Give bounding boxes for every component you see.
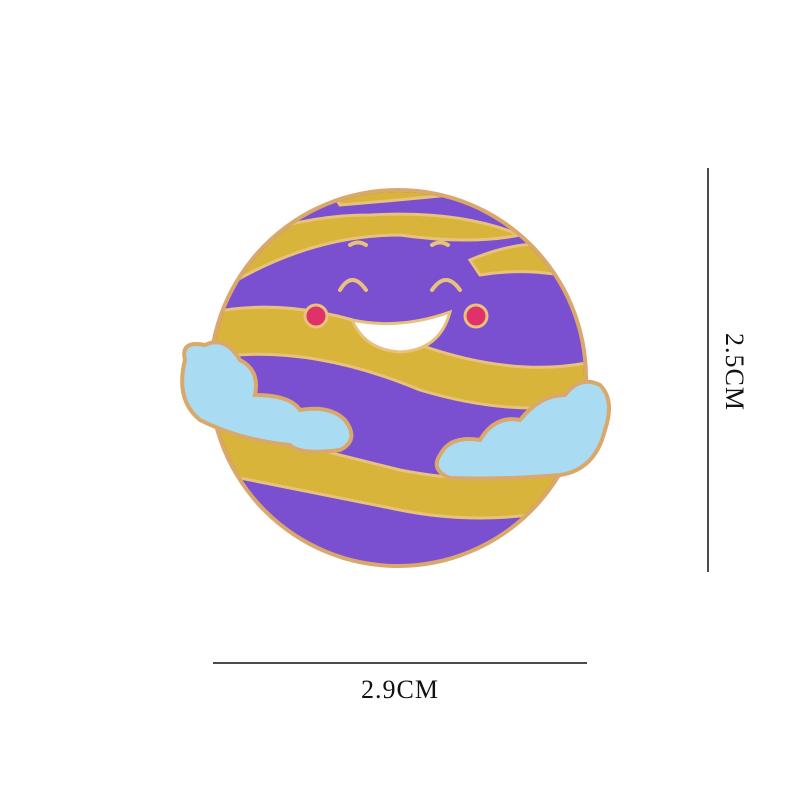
clouds [180, 340, 611, 481]
cheek [303, 303, 329, 329]
cheek [463, 303, 489, 329]
width-label: 2.9CM [361, 675, 439, 704]
planet-pin [180, 188, 611, 568]
height-label: 2.5CM [720, 333, 749, 411]
smile [349, 309, 453, 354]
face [338, 240, 462, 292]
